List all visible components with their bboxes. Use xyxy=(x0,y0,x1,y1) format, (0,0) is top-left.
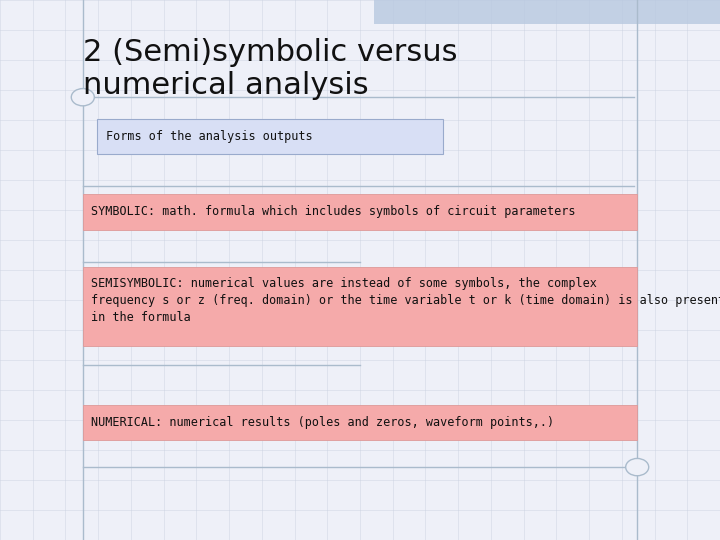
Text: Forms of the analysis outputs: Forms of the analysis outputs xyxy=(106,130,312,143)
FancyBboxPatch shape xyxy=(83,194,637,230)
Circle shape xyxy=(71,89,94,106)
FancyBboxPatch shape xyxy=(83,267,637,346)
Circle shape xyxy=(626,458,649,476)
FancyBboxPatch shape xyxy=(97,119,443,154)
Text: SEMISYMBOLIC: numerical values are instead of some symbols, the complex
frequenc: SEMISYMBOLIC: numerical values are inste… xyxy=(91,277,720,324)
Bar xyxy=(374,0,720,24)
Text: NUMERICAL: numerical results (poles and zeros, waveform points,.): NUMERICAL: numerical results (poles and … xyxy=(91,416,554,429)
Text: SYMBOLIC: math. formula which includes symbols of circuit parameters: SYMBOLIC: math. formula which includes s… xyxy=(91,205,576,219)
Text: 2 (Semi)symbolic versus
numerical analysis: 2 (Semi)symbolic versus numerical analys… xyxy=(83,38,457,100)
FancyBboxPatch shape xyxy=(83,405,637,440)
